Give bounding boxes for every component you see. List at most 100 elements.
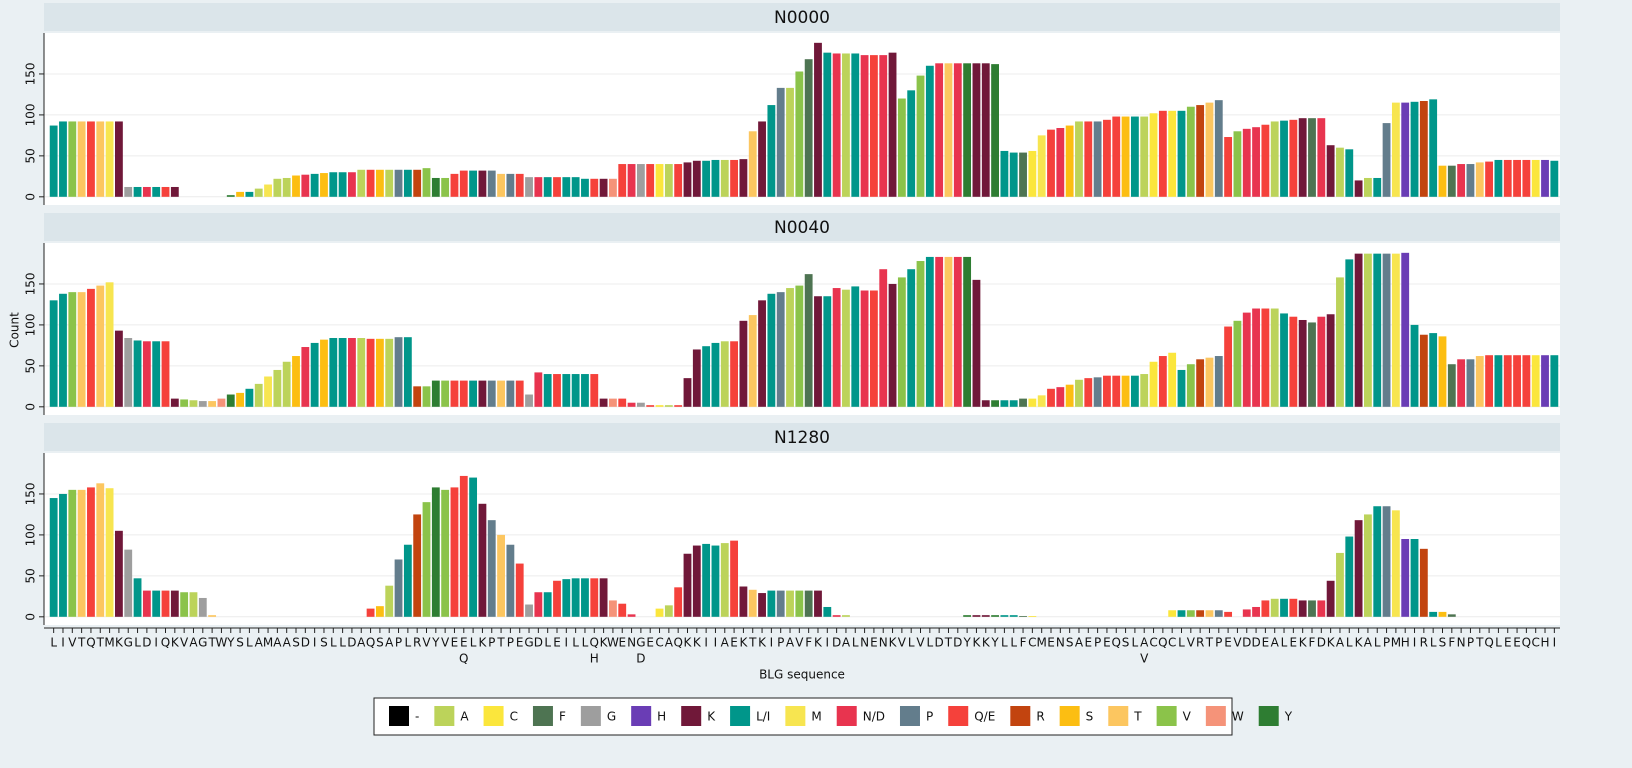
bar (208, 401, 217, 407)
bar (1531, 355, 1540, 407)
bar (198, 597, 207, 617)
bar (348, 172, 356, 197)
bar (403, 169, 412, 197)
bar (1233, 320, 1242, 407)
y-tick-label: 100 (24, 523, 38, 546)
bar (1513, 159, 1521, 197)
bar (422, 386, 431, 407)
bar (459, 475, 468, 617)
bar (879, 269, 888, 407)
bar (180, 399, 189, 407)
bar (1019, 398, 1027, 407)
x-tick-label: V (916, 636, 925, 650)
x-tick-label: L (330, 636, 337, 650)
x-tick-label: E (1224, 636, 1232, 650)
bar (292, 356, 300, 407)
x-tick-label: K (889, 636, 898, 650)
bar (730, 159, 739, 197)
x-tick-label: Y (226, 636, 235, 650)
x-tick-label: T (944, 636, 953, 650)
x-tick-label: S (376, 636, 384, 650)
bar (1009, 615, 1018, 617)
bar (842, 615, 850, 617)
y-tick-label: 0 (24, 613, 38, 621)
bar (776, 292, 785, 407)
panel-title: N0040 (774, 218, 830, 238)
bar (413, 169, 422, 197)
x-tick-label: E (730, 636, 738, 650)
bar (487, 170, 496, 197)
bar (236, 392, 244, 407)
bar (636, 164, 645, 197)
legend-label: H (657, 710, 666, 724)
bar (963, 615, 972, 617)
x-tick-label: A (1336, 636, 1345, 650)
variant-label: Q (459, 652, 468, 666)
bar (1503, 159, 1512, 197)
x-tick-label: V (1233, 636, 1242, 650)
bar (776, 590, 785, 617)
x-tick-label: N (879, 636, 888, 650)
y-tick-label: 150 (24, 482, 38, 505)
bar (1112, 116, 1121, 197)
x-tick-label: N (860, 636, 869, 650)
bar (711, 545, 720, 617)
x-tick-label: A (842, 636, 851, 650)
x-tick-label: Y (990, 636, 999, 650)
bar (925, 256, 934, 407)
x-tick-label: S (236, 636, 244, 650)
bar (953, 256, 962, 407)
x-tick-label: C (1168, 636, 1176, 650)
x-tick-label: A (255, 636, 264, 650)
bar (953, 63, 962, 197)
bar (431, 177, 440, 197)
bar (664, 164, 673, 197)
bar (1186, 106, 1195, 197)
x-tick-label: K (1355, 636, 1364, 650)
bar (105, 282, 114, 407)
bar (142, 341, 151, 407)
bar (366, 338, 375, 407)
legend-swatch (1258, 706, 1279, 726)
x-tick-label: C (1532, 636, 1540, 650)
bar (534, 372, 543, 407)
x-tick-label: T (748, 636, 757, 650)
x-tick-label: K (115, 636, 124, 650)
x-tick-label: A (1140, 636, 1149, 650)
bar (1438, 336, 1447, 407)
x-tick-label: Q (673, 636, 682, 650)
x-tick-label: V (1187, 636, 1196, 650)
bar (991, 64, 999, 197)
bar (59, 293, 67, 407)
bar (804, 590, 813, 617)
legend-label: - (415, 710, 419, 724)
bar (543, 374, 552, 407)
x-tick-label: V (180, 636, 189, 650)
x-tick-label: L (1132, 636, 1139, 650)
bar (1391, 253, 1400, 407)
legend-swatch (836, 706, 857, 726)
bar (133, 340, 142, 407)
bar (1401, 539, 1410, 617)
x-tick-label: N (627, 636, 636, 650)
x-tick-label: Y (431, 636, 440, 650)
x-tick-label: K (478, 636, 487, 650)
bar (1429, 611, 1438, 617)
bar (1168, 110, 1177, 197)
x-tick-label: D (1242, 636, 1251, 650)
bar (991, 400, 999, 407)
bar (534, 177, 543, 197)
bar (1019, 152, 1027, 197)
y-tick-label: 50 (24, 568, 38, 583)
bar (142, 590, 151, 617)
bar (599, 178, 608, 197)
bar (226, 394, 235, 407)
bar (1009, 400, 1018, 407)
bar (814, 42, 822, 197)
bar (441, 380, 450, 407)
x-tick-label: I (714, 636, 718, 650)
bar (1447, 165, 1456, 197)
bar (1233, 131, 1242, 197)
bar (553, 580, 561, 617)
x-tick-label: E (1290, 636, 1298, 650)
